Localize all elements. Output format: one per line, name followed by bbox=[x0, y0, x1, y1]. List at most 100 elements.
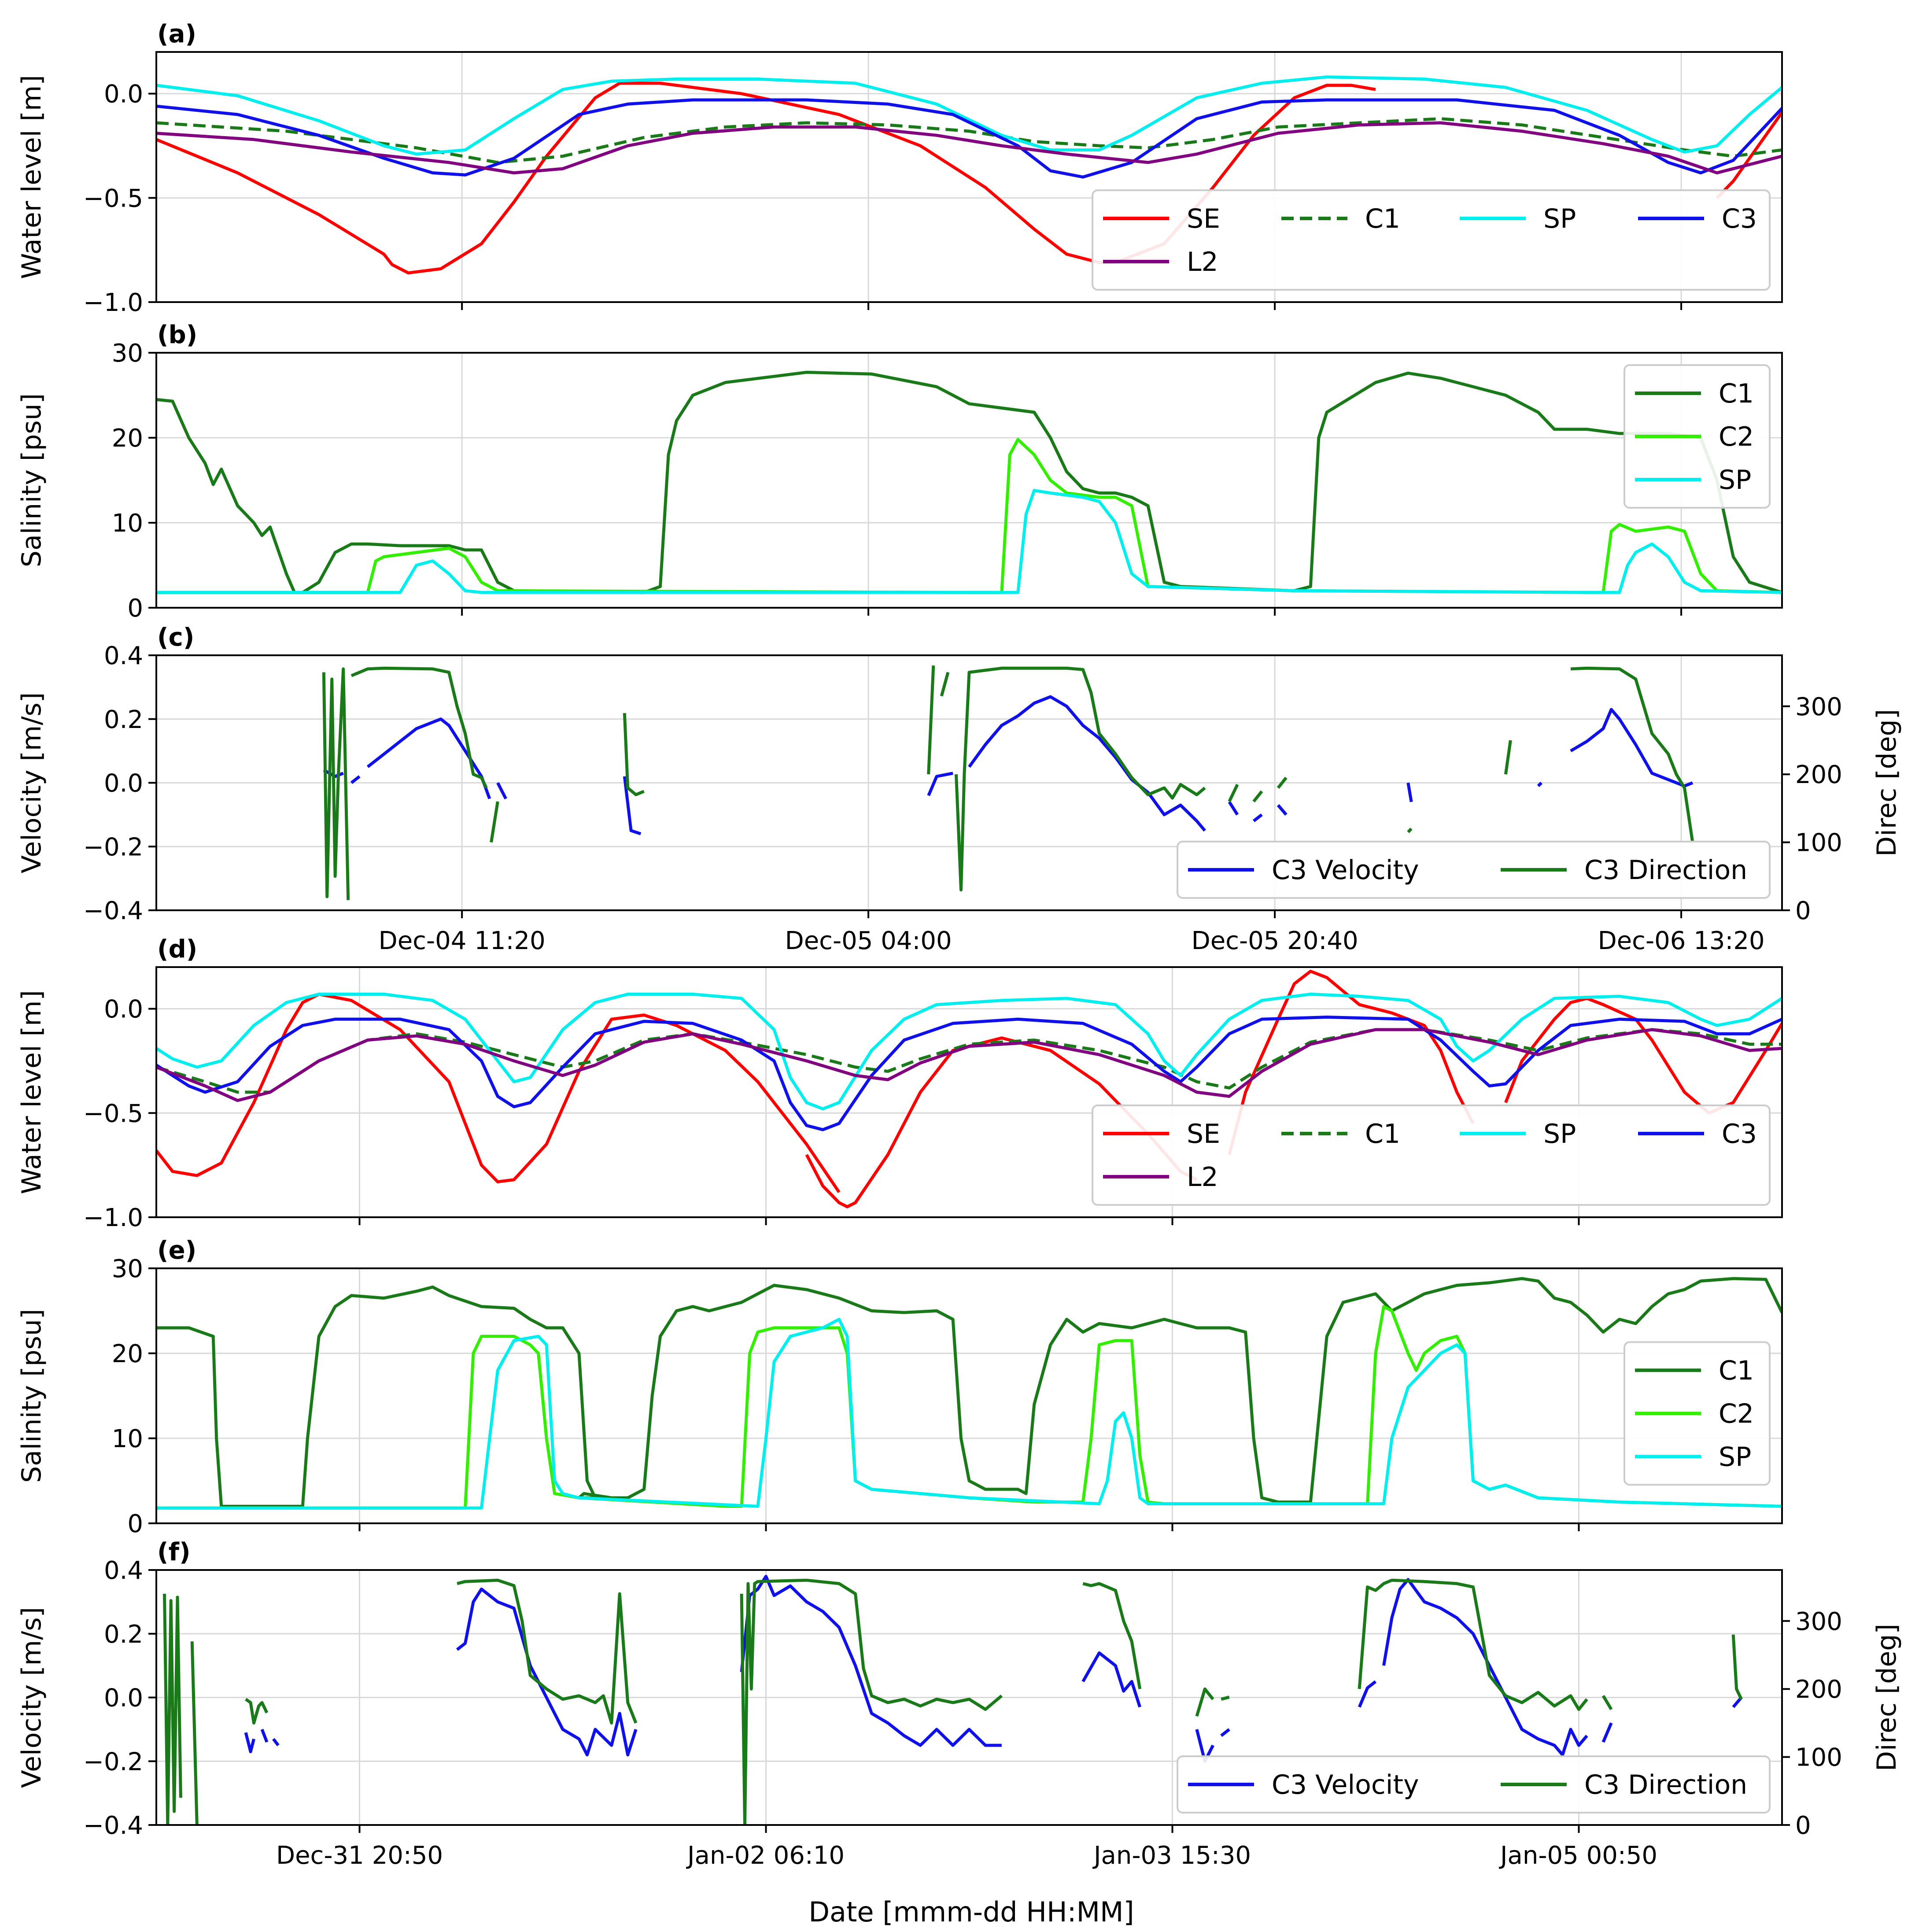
series-c3-line bbox=[156, 98, 1782, 179]
x-tick-label: Dec-05 20:40 bbox=[1192, 927, 1358, 955]
y-axis-label: Salinity [psu] bbox=[16, 393, 47, 567]
y-tick-label: 20 bbox=[112, 1340, 143, 1368]
legend-label-c3: C3 bbox=[1722, 1119, 1757, 1149]
y-tick-label: 0 bbox=[127, 1510, 143, 1538]
y-tick-label: 0.0 bbox=[104, 769, 143, 798]
series-sp-line bbox=[156, 993, 1782, 1111]
y-tick-label: 0.4 bbox=[104, 1556, 143, 1585]
series-c3-line bbox=[156, 1016, 1782, 1131]
legend-label-c1: C1 bbox=[1365, 203, 1400, 234]
legend: C3 Velocity C3 Direction bbox=[1177, 841, 1771, 899]
y-tick-label: −1.0 bbox=[83, 1204, 143, 1232]
y2-axis-label: Direc [deg] bbox=[1871, 709, 1902, 857]
panel-frame bbox=[155, 1267, 1783, 1524]
x-tick-label: Dec-05 04:00 bbox=[785, 927, 952, 955]
y-axis-label: Salinity [psu] bbox=[16, 1309, 47, 1483]
y-tick-label: 0.0 bbox=[104, 80, 143, 109]
panel-label: (b) bbox=[157, 321, 197, 349]
legend: C3 Velocity C3 Direction bbox=[1177, 1755, 1771, 1814]
legend: SE C1 SP C3 L2 bbox=[1092, 189, 1771, 291]
panel-label: (a) bbox=[157, 20, 196, 48]
y2-tick-label: 100 bbox=[1795, 1744, 1842, 1772]
y-tick-label: −0.4 bbox=[83, 1811, 143, 1840]
series-c1-line bbox=[156, 370, 1782, 594]
legend-label-se: SE bbox=[1187, 203, 1220, 234]
series-l2-line bbox=[156, 1028, 1782, 1102]
panel-label: (f) bbox=[157, 1538, 191, 1566]
series-sp-line bbox=[156, 489, 1782, 594]
legend-label-c2: C2 bbox=[1719, 421, 1754, 452]
y-tick-label: 0.0 bbox=[104, 995, 143, 1024]
y2-tick-label: 100 bbox=[1795, 829, 1842, 857]
series-c3-direction-line bbox=[322, 665, 1694, 900]
legend-label-c3-direction: C3 Direction bbox=[1584, 855, 1747, 886]
legend-label-se: SE bbox=[1187, 1119, 1220, 1149]
y-tick-label: 0 bbox=[127, 594, 143, 623]
legend-box bbox=[1177, 841, 1771, 899]
series-group bbox=[163, 1575, 1743, 1825]
y-axis-label: Velocity [m/s] bbox=[16, 692, 47, 873]
y-tick-label: 0.0 bbox=[104, 1684, 143, 1713]
y2-tick-label: 300 bbox=[1795, 1607, 1842, 1636]
legend-label-c2: C2 bbox=[1719, 1399, 1754, 1430]
legend-label-c3-direction: C3 Direction bbox=[1584, 1769, 1747, 1800]
panel-c: −0.4 −0.2 0.0 0.2 0.4 0 100 200 300 Direc [deg] De… bbox=[16, 623, 1902, 955]
panel-e: 0 10 20 30 (e) Salinity [psu] C1 C2 SP bbox=[16, 1236, 1783, 1538]
x-tick-label: Dec-06 13:20 bbox=[1598, 927, 1765, 955]
panel-f: −0.4 −0.2 0.0 0.2 0.4 0 100 200 300 Direc [deg] De… bbox=[16, 1538, 1902, 1870]
x-tick-label: Dec-31 20:50 bbox=[276, 1841, 443, 1870]
y2-tick-label: 300 bbox=[1795, 693, 1842, 721]
series-c1-line bbox=[156, 117, 1782, 164]
panel-d: −1.0 −0.5 0.0 (d) Water level [m] SE C1 SP C3 L2 bbox=[16, 935, 1783, 1232]
legend-label-c1: C1 bbox=[1719, 1356, 1754, 1386]
legend-label-sp: SP bbox=[1543, 1119, 1576, 1149]
y-tick-label: 10 bbox=[112, 509, 143, 538]
y-axis-label: Water level [m] bbox=[16, 990, 47, 1194]
legend-label-c3: C3 bbox=[1722, 203, 1757, 234]
y-tick-label: −0.2 bbox=[83, 833, 143, 861]
x-tick-label: Dec-04 11:20 bbox=[379, 927, 546, 955]
series-group bbox=[156, 1277, 1782, 1510]
legend-label-l2: L2 bbox=[1187, 247, 1218, 277]
y-tick-label: 10 bbox=[112, 1425, 143, 1453]
legend-label-sp: SP bbox=[1543, 203, 1576, 234]
series-c2-line bbox=[156, 1305, 1782, 1510]
panel-frame bbox=[155, 51, 1783, 303]
panel-frame bbox=[155, 352, 1783, 609]
series-se-line bbox=[156, 970, 1782, 1208]
series-group bbox=[156, 970, 1782, 1208]
x-tick-label: Jan-03 15:30 bbox=[1092, 1841, 1251, 1870]
series-l2-line bbox=[156, 121, 1782, 174]
series-c3-velocity-line bbox=[323, 695, 1694, 835]
legend-label-c1: C1 bbox=[1719, 378, 1754, 409]
y-tick-label: 0.2 bbox=[104, 706, 143, 734]
panel-label: (d) bbox=[157, 935, 197, 964]
legend: C1 C2 SP bbox=[1624, 1341, 1771, 1486]
y-tick-label: 0.4 bbox=[104, 642, 143, 670]
y-tick-label: 20 bbox=[112, 424, 143, 453]
panel-b: 0 10 20 30 (b) Salinity [psu] C1 C2 SP bbox=[16, 321, 1783, 623]
x-axis-label: Date [mmm-dd HH:MM] bbox=[808, 1896, 1134, 1928]
y2-tick-label: 0 bbox=[1795, 897, 1811, 925]
y-tick-label: −0.4 bbox=[83, 897, 143, 925]
panel-a: −1.0 −0.5 0.0 (a) Water level [m] SE C1 SP C3 L2 bbox=[16, 20, 1783, 317]
legend-box bbox=[1177, 1755, 1771, 1814]
panels: −1.0 −0.5 0.0 (a) Water level [m] SE C1 SP C3 L2 0… bbox=[16, 20, 1902, 1870]
series-c1-line bbox=[156, 1277, 1782, 1508]
series-sp-line bbox=[156, 75, 1782, 156]
series-sp-line bbox=[156, 1318, 1782, 1510]
legend-label-c1: C1 bbox=[1365, 1119, 1400, 1149]
y-tick-label: 30 bbox=[112, 1255, 143, 1283]
legend-box bbox=[1092, 189, 1771, 291]
legend: C1 C2 SP bbox=[1624, 364, 1771, 509]
legend-label-sp: SP bbox=[1719, 465, 1751, 495]
panel-label: (e) bbox=[157, 1236, 196, 1265]
y-axis-label: Velocity [m/s] bbox=[16, 1607, 47, 1788]
y-tick-label: −0.2 bbox=[83, 1747, 143, 1776]
series-c2-line bbox=[156, 438, 1782, 594]
series-group bbox=[322, 665, 1694, 900]
y-tick-label: 0.2 bbox=[104, 1620, 143, 1649]
legend-label-sp: SP bbox=[1719, 1442, 1751, 1473]
